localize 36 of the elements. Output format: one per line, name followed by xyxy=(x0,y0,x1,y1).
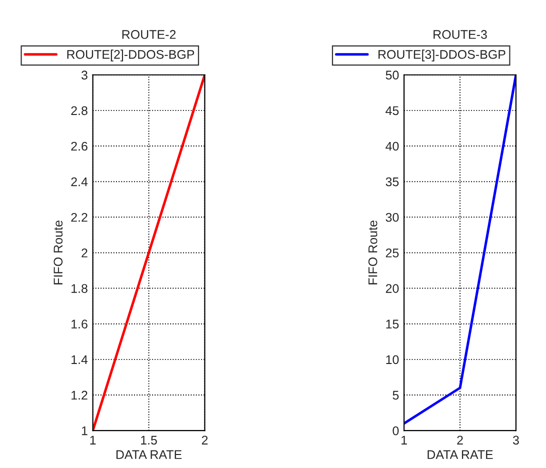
y-tick-label: 35 xyxy=(386,177,399,186)
y-tick-label: 0 xyxy=(392,426,399,436)
legend-label: ROUTE[3]-DDOS-BGP xyxy=(378,50,506,62)
x-tick-label: 3 xyxy=(512,436,519,445)
x-tick-label: 2 xyxy=(202,436,208,444)
y-tick-label: 1.2 xyxy=(72,390,88,400)
y-tick-label: 30 xyxy=(386,212,399,222)
y-tick-label: 40 xyxy=(386,142,399,151)
chart-title: ROUTE-2 xyxy=(122,30,176,39)
y-tick-label: 45 xyxy=(386,106,399,116)
x-axis-title: DATA RATE xyxy=(428,450,493,459)
y-tick-label: 1.8 xyxy=(72,284,88,293)
y-tick-label: 5 xyxy=(392,390,399,400)
x-tick-label: 1.5 xyxy=(141,436,157,445)
y-tick-label: 15 xyxy=(386,320,399,329)
y-tick-label: 2.4 xyxy=(71,177,88,186)
y-tick-label: 50 xyxy=(386,70,399,80)
y-tick-label: 2.6 xyxy=(71,142,88,151)
y-tick-label: 2.8 xyxy=(71,106,88,116)
x-axis-title: DATA RATE xyxy=(116,450,182,459)
legend-label: ROUTE[2]-DDOS-BGP xyxy=(67,50,194,62)
y-axis-title: FIFO Route xyxy=(54,220,63,284)
y-tick-label: 2 xyxy=(82,248,88,258)
y-tick-label: 25 xyxy=(386,248,399,258)
y-tick-label: 1.6 xyxy=(72,320,88,329)
y-tick-label: 3 xyxy=(81,70,88,80)
y-tick-label: 20 xyxy=(386,284,399,293)
y-tick-label: 10 xyxy=(386,355,399,364)
y-tick-label: 2.2 xyxy=(71,212,88,222)
x-tick-label: 1 xyxy=(402,436,407,444)
y-tick-label: 1.4 xyxy=(72,355,88,364)
y-axis-title: FIFO Route xyxy=(368,220,378,284)
y-tick-label: 1 xyxy=(82,426,88,436)
chart-title: ROUTE-3 xyxy=(434,30,487,39)
x-tick-label: 2 xyxy=(457,436,463,444)
x-tick-label: 1 xyxy=(90,436,96,444)
